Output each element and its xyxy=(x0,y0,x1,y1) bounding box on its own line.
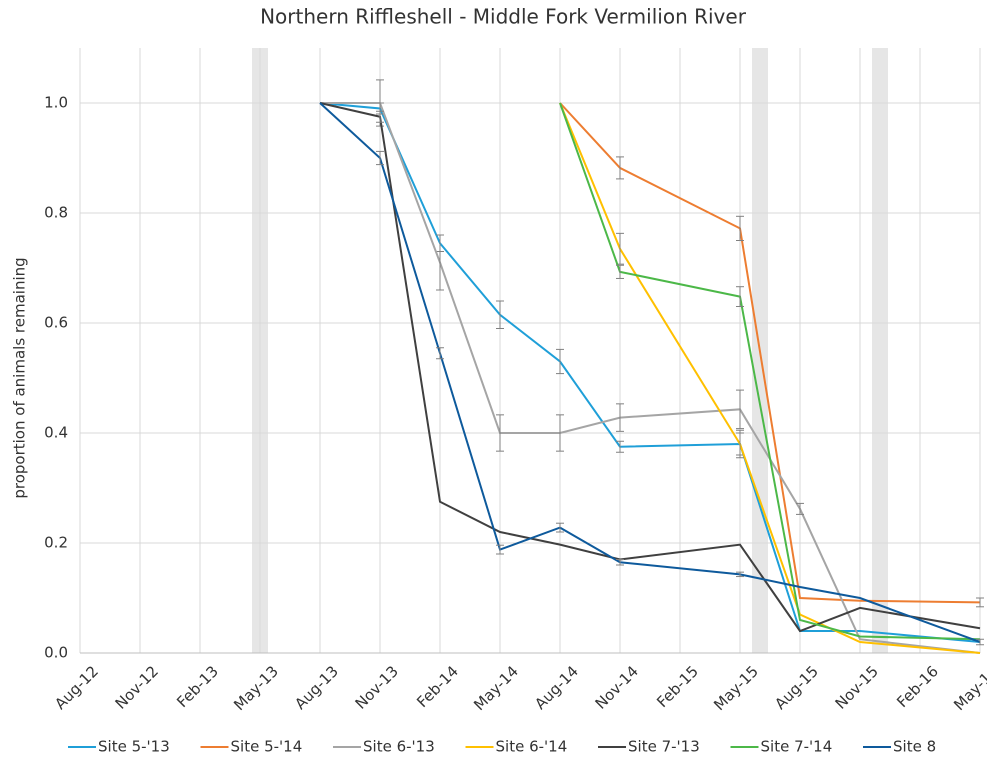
y-tick-label: 0.8 xyxy=(44,204,68,222)
y-tick-label: 0.4 xyxy=(44,424,68,442)
legend-label: Site 8 xyxy=(893,738,936,756)
series-line xyxy=(320,102,981,654)
legend-label: Site 7-'14 xyxy=(761,738,833,756)
series-line xyxy=(319,102,981,633)
x-tick-label: Aug-14 xyxy=(531,662,582,713)
x-tick-label: Nov-15 xyxy=(832,662,882,712)
y-tick-label: 0.6 xyxy=(44,314,68,332)
x-tick-label: Aug-13 xyxy=(291,662,342,713)
legend-label: Site 5-'14 xyxy=(231,738,303,756)
x-tick-label: Feb-14 xyxy=(413,662,462,711)
legend-label: Site 5-'13 xyxy=(98,738,170,756)
x-tick-label: May-15 xyxy=(710,662,762,714)
x-tick-label: Nov-13 xyxy=(352,662,402,712)
series-line xyxy=(319,102,981,643)
series-line xyxy=(319,102,981,643)
x-tick-label: Nov-12 xyxy=(112,662,162,712)
legend-label: Site 6-'14 xyxy=(496,738,568,756)
shaded-period xyxy=(872,48,888,653)
y-axis-label: proportion of animals remaining xyxy=(11,257,29,498)
x-tick-label: May-14 xyxy=(470,662,522,714)
y-tick-label: 0.0 xyxy=(44,644,68,662)
series-line xyxy=(559,102,981,654)
x-tick-label: May-16 xyxy=(950,662,987,714)
x-tick-label: Feb-13 xyxy=(173,662,222,711)
x-tick-label: Feb-15 xyxy=(653,662,702,711)
y-tick-label: 1.0 xyxy=(44,94,68,112)
x-tick-label: Aug-12 xyxy=(51,662,102,713)
x-tick-label: Nov-14 xyxy=(592,662,642,712)
x-tick-label: Feb-16 xyxy=(893,662,942,711)
x-tick-label: Aug-15 xyxy=(771,662,822,713)
chart-title: Northern Riffleshell - Middle Fork Vermi… xyxy=(260,5,747,29)
legend-label: Site 7-'13 xyxy=(628,738,700,756)
legend-label: Site 6-'13 xyxy=(363,738,435,756)
series-line xyxy=(559,102,981,604)
y-tick-label: 0.2 xyxy=(44,534,68,552)
x-tick-label: May-13 xyxy=(230,662,282,714)
series-line xyxy=(559,102,981,641)
